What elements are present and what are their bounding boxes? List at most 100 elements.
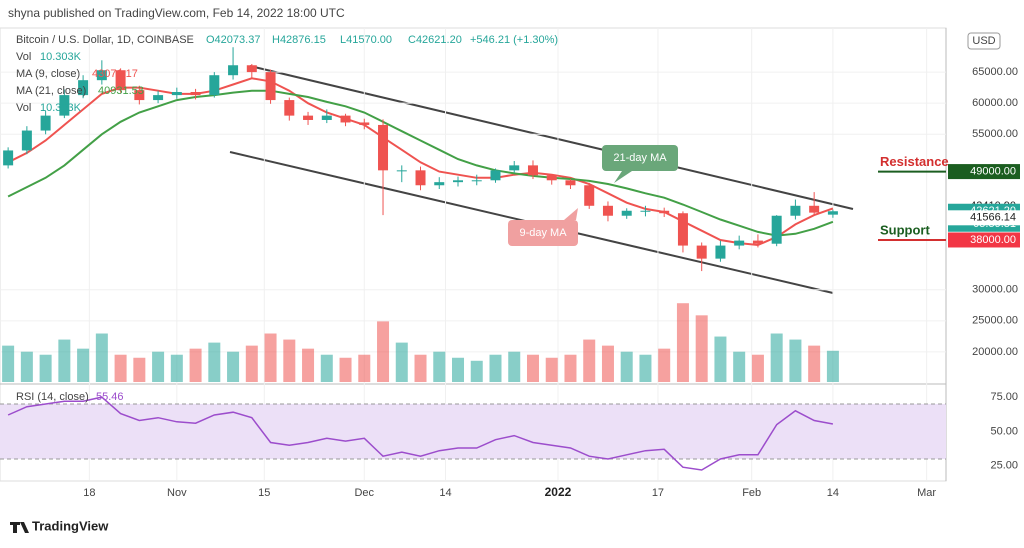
rsi-label: RSI (14, close)	[16, 391, 89, 403]
volume-bar	[20, 351, 33, 382]
candle-body	[752, 240, 763, 244]
callout	[602, 145, 678, 171]
volume-bar	[302, 348, 315, 382]
volume-bar	[695, 315, 708, 382]
x-tick-label: Nov	[167, 487, 187, 499]
candle-body	[134, 90, 145, 101]
y-tick-label: 25000.00	[972, 315, 1018, 327]
candle-body	[3, 150, 14, 166]
callout-pointer	[614, 171, 632, 183]
rsi-tick-label: 50.00	[990, 425, 1018, 437]
currency: USD	[972, 35, 995, 47]
vol-label: Vol	[16, 51, 31, 63]
volume-bar	[545, 357, 558, 382]
volume-bar	[114, 354, 127, 382]
x-tick-label: Feb	[742, 487, 761, 499]
volume-bar	[508, 351, 521, 382]
candle-body	[21, 130, 32, 151]
ma-line	[7, 77, 834, 247]
candle-body	[78, 80, 89, 96]
volume-bar	[526, 354, 539, 382]
y-tick-label: 60000.00	[972, 97, 1018, 109]
candle-body	[415, 170, 426, 186]
volume-bar	[39, 354, 52, 382]
candle-body	[602, 205, 613, 216]
volume-bar	[583, 339, 596, 382]
candle-body	[677, 213, 688, 246]
volume-bar	[133, 357, 146, 382]
candle-body	[546, 175, 557, 181]
volume-bar	[639, 354, 652, 382]
candle-body	[115, 70, 126, 91]
candle-body	[827, 211, 838, 215]
volume-bar	[245, 345, 258, 382]
high: H42876.15	[272, 34, 326, 46]
callout-pointer	[564, 208, 578, 220]
x-tick-label: 14	[439, 487, 451, 499]
close: C42621.20	[408, 34, 462, 46]
candle-body	[659, 210, 670, 214]
volume-bar	[320, 354, 333, 382]
volume-bar	[770, 333, 783, 382]
publisher: shyna published on TradingView.com, Feb …	[8, 6, 345, 20]
candle-body	[96, 70, 107, 81]
candle-body	[190, 91, 201, 96]
ma-line	[7, 89, 834, 237]
candle-body	[246, 65, 257, 73]
price-badge-label: 41566.14	[970, 212, 1016, 224]
ma21-label: MA (21, close)	[16, 85, 86, 97]
x-tick-label: 15	[258, 487, 270, 499]
candle-body	[153, 95, 164, 101]
volume-bar	[826, 350, 839, 382]
volume-bar	[452, 357, 465, 382]
vol2-value: 10.303K	[40, 102, 82, 114]
open: O42073.37	[206, 34, 260, 46]
price-badge	[948, 232, 1020, 248]
volume-bar	[283, 339, 296, 382]
candle-body	[565, 180, 576, 186]
x-tick-label: Mar	[917, 487, 936, 499]
x-tick-label: 14	[827, 487, 839, 499]
rsi-tick-label: 75.00	[990, 391, 1018, 403]
candle-body	[396, 170, 407, 172]
y-tick-label: 55000.00	[972, 128, 1018, 140]
volume-bar	[208, 342, 221, 382]
x-tick-label: 2022	[545, 485, 572, 499]
candle-body	[584, 185, 595, 206]
price-badge-label: 38000.00	[970, 234, 1016, 246]
callout-label: 21-day MA	[613, 152, 667, 164]
x-tick-label: 17	[652, 487, 664, 499]
logo	[10, 522, 29, 533]
low: L41570.00	[340, 34, 392, 46]
volume-bar	[789, 339, 802, 382]
volume-bar	[714, 336, 727, 382]
price-badge	[948, 210, 1020, 226]
x-tick-label: 18	[83, 487, 95, 499]
candle-body	[378, 124, 389, 171]
callout-label: 9-day MA	[519, 227, 567, 239]
symbol: Bitcoin / U.S. Dollar, 1D, COINBASE	[16, 34, 194, 46]
volume-bar	[189, 348, 202, 382]
callout	[508, 220, 578, 246]
candle-body	[303, 115, 314, 120]
volume-bar	[808, 345, 821, 382]
candle-body	[359, 122, 370, 125]
volume-bar	[733, 351, 746, 382]
candle-body	[434, 182, 445, 186]
vol-value: 10.303K	[40, 51, 82, 63]
candle-body	[509, 165, 520, 171]
volume-bar	[170, 354, 183, 382]
ma21-value: 40931.53	[98, 85, 144, 97]
candle-body	[490, 170, 501, 181]
volume-bar	[2, 345, 15, 382]
candle-body	[40, 115, 51, 131]
candle-body	[471, 180, 482, 182]
candle-body	[340, 115, 351, 123]
level-label: Support	[880, 222, 930, 237]
vol2-label: Vol	[16, 102, 31, 114]
volume-bar	[264, 333, 277, 382]
volume-bar	[339, 357, 352, 382]
candle-body	[453, 180, 464, 183]
